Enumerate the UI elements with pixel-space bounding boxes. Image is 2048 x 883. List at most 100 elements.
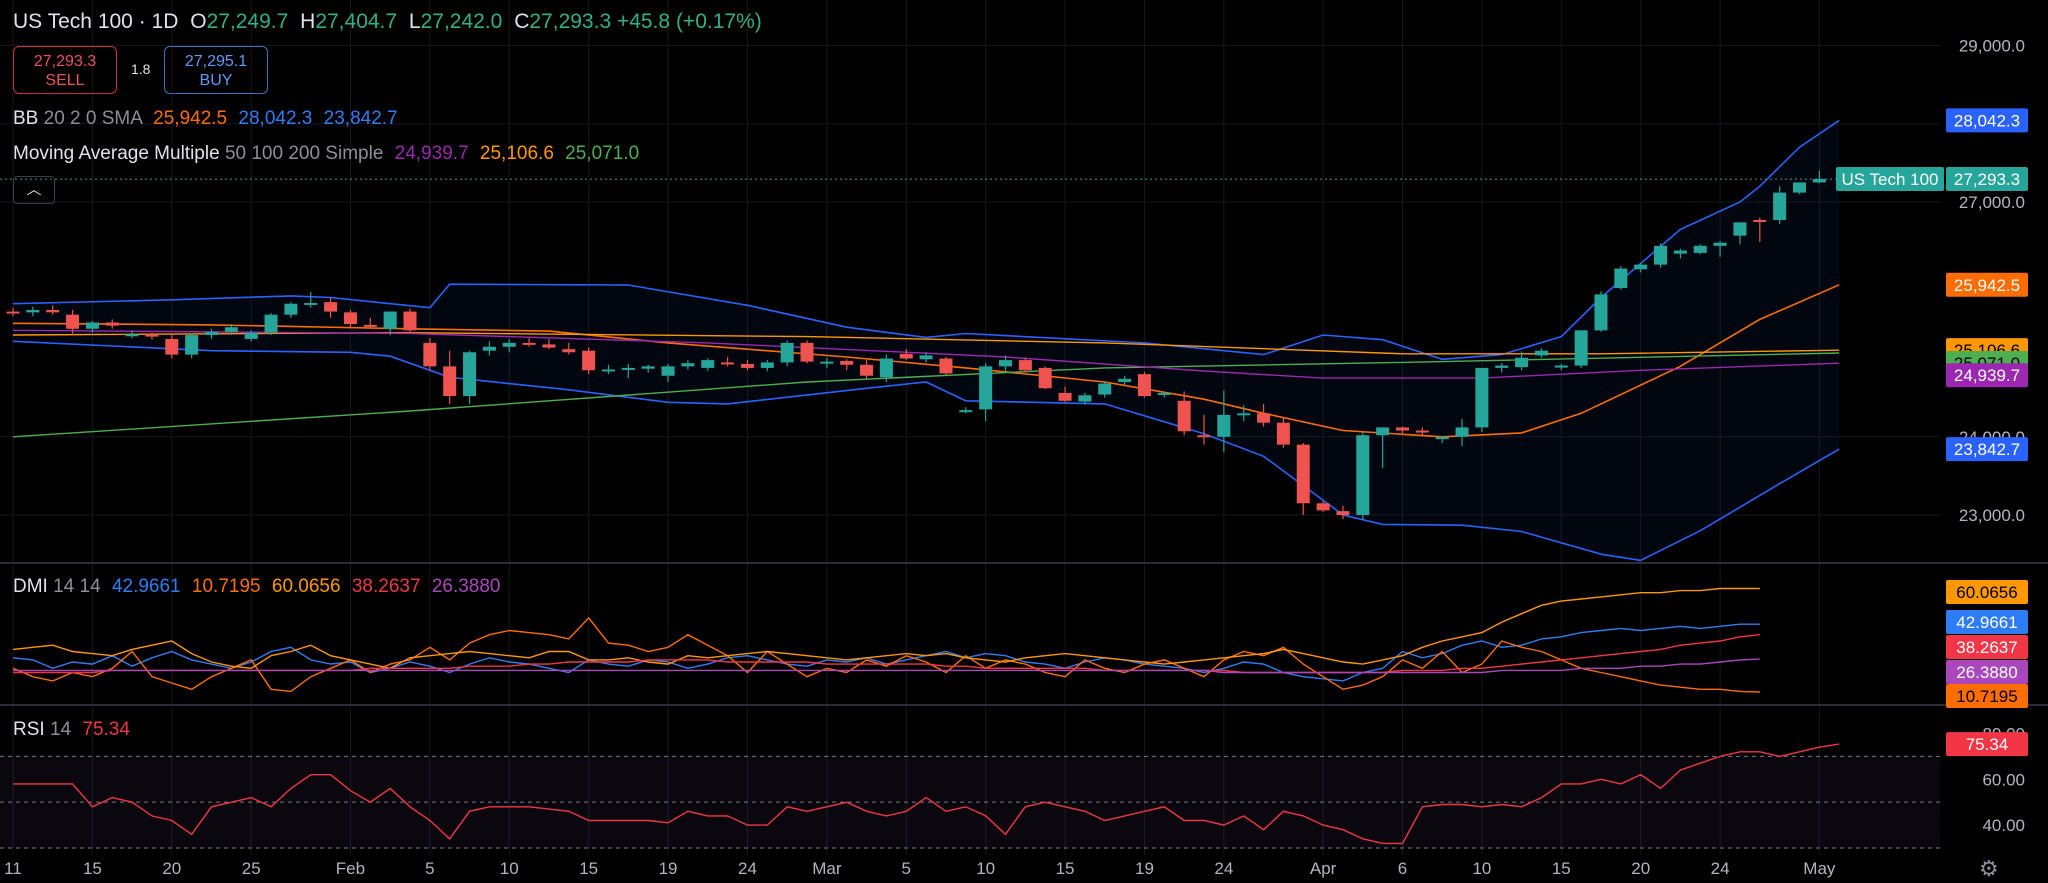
- candle: [343, 310, 357, 328]
- rsi-line: [13, 743, 1840, 845]
- candle: [740, 360, 754, 371]
- dmi-params: 14 14: [53, 576, 101, 597]
- dmi-adx-value: 60.0656: [271, 576, 341, 597]
- bb-lower-price-label-text: 23,842.7: [1954, 440, 2020, 459]
- collapse-legend-button[interactable]: ︿: [13, 176, 55, 204]
- candle: [1356, 432, 1370, 520]
- ma100-value: 25,106.6: [479, 143, 554, 164]
- candle: [1753, 217, 1767, 242]
- price-tick-label: 23,000.0: [1959, 506, 2025, 525]
- candle-body: [760, 362, 774, 368]
- candle: [661, 364, 675, 382]
- dmi-minus-value: 10.7195: [191, 576, 261, 597]
- bb-legend[interactable]: BB 20 2 0 SMA 25,942.5 28,042.3 23,842.7: [13, 108, 398, 130]
- candle-body: [542, 344, 556, 348]
- last-price-label: 27,293.3: [1946, 167, 2028, 192]
- candle: [860, 360, 874, 379]
- candle-body: [522, 342, 536, 345]
- candle: [1018, 357, 1032, 373]
- candle: [681, 360, 695, 370]
- time-tick-label: 15: [1552, 859, 1571, 878]
- candle: [1594, 291, 1608, 332]
- candle-body: [1018, 360, 1032, 371]
- candle-body: [1515, 357, 1529, 368]
- candle: [562, 342, 576, 355]
- candle: [760, 360, 774, 372]
- candle-body: [1217, 414, 1231, 437]
- candle-body: [125, 334, 139, 337]
- time-tick-label: 10: [500, 859, 519, 878]
- candle: [185, 333, 199, 359]
- candle-body: [1197, 435, 1211, 438]
- candle-body: [1356, 435, 1370, 516]
- time-tick-label: 19: [659, 859, 678, 878]
- candle-body: [899, 353, 913, 359]
- candle: [1336, 505, 1350, 519]
- dmi-legend[interactable]: DMI 14 14 42.9661 10.7195 60.0656 38.263…: [13, 576, 501, 598]
- candle: [1296, 443, 1310, 516]
- candle: [1237, 405, 1251, 422]
- bb-upper-value: 28,042.3: [238, 108, 313, 129]
- symbol-title[interactable]: US Tech 100 · 1D: [13, 10, 179, 33]
- rsi-legend[interactable]: RSI 14 75.34: [13, 719, 130, 741]
- dmi-plus-label-text: 42.9661: [1956, 613, 2017, 632]
- last-price-label-text: 27,293.3: [1954, 170, 2020, 189]
- candle: [701, 358, 715, 372]
- rsi-name: RSI: [13, 719, 45, 740]
- candle: [105, 319, 119, 329]
- candle-body: [304, 302, 318, 305]
- bollinger-basis-line: [12, 284, 1840, 438]
- rsi-params: 14: [49, 719, 72, 740]
- candle-body: [840, 360, 854, 365]
- bb-basis-price-label-bg: [1946, 272, 2028, 297]
- buy-button[interactable]: 27,295.1 BUY: [164, 46, 268, 94]
- candle-body: [1118, 378, 1132, 382]
- candle-body: [860, 364, 874, 376]
- time-tick-label: 20: [162, 859, 181, 878]
- time-tick-label: Feb: [336, 859, 365, 878]
- candle: [383, 311, 397, 336]
- candle-body: [1594, 294, 1608, 331]
- candle-body: [1336, 511, 1350, 516]
- ma-legend[interactable]: Moving Average Multiple 50 100 200 Simpl…: [13, 143, 639, 165]
- time-tick-label: 15: [579, 859, 598, 878]
- sell-button[interactable]: 27,293.3 SELL: [13, 46, 117, 94]
- candle: [1257, 403, 1271, 427]
- change-value: +45.8 (+0.17%): [616, 10, 762, 33]
- candle: [1276, 418, 1290, 448]
- candle-body: [185, 335, 199, 355]
- candle: [363, 317, 377, 329]
- dmi-value-5: 26.3880: [431, 576, 501, 597]
- candle: [621, 364, 635, 379]
- time-tick-label: 11: [4, 859, 22, 878]
- bb-upper-price-label-text: 28,042.3: [1954, 111, 2020, 130]
- time-tick-label: 24: [1214, 859, 1233, 878]
- ma50-price-label-text: 24,939.7: [1954, 366, 2020, 385]
- last-price-label-bg: [1946, 167, 2028, 192]
- candle-body: [1276, 422, 1290, 445]
- price-tick-label: 29,000.0: [1959, 36, 2025, 55]
- candle: [1078, 392, 1092, 405]
- candle: [1415, 427, 1429, 436]
- gear-icon[interactable]: ⚙: [1979, 856, 1999, 881]
- candle-body: [1396, 427, 1409, 431]
- candle: [1812, 170, 1826, 184]
- candle: [641, 364, 655, 373]
- dmi-minus-label-bg: [1946, 684, 2028, 708]
- candle: [1654, 243, 1668, 268]
- bb-upper-price-label-bg: [1946, 108, 2028, 133]
- candle: [1396, 426, 1409, 436]
- candle-body: [621, 367, 635, 370]
- candle-body: [740, 364, 754, 368]
- ma50-price-label-bg: [1946, 363, 2028, 388]
- candle: [26, 306, 40, 317]
- dmi-line-3: [12, 587, 1760, 670]
- time-tick-label: 24: [1711, 859, 1730, 878]
- rsi-value-label-text: 75.34: [1966, 735, 2009, 754]
- bb-basis-price-label-text: 25,942.5: [1954, 276, 2020, 295]
- candle-body: [244, 332, 258, 339]
- candle-body: [1098, 383, 1112, 395]
- candle-body: [1455, 427, 1469, 437]
- ma200-line: [12, 352, 1840, 438]
